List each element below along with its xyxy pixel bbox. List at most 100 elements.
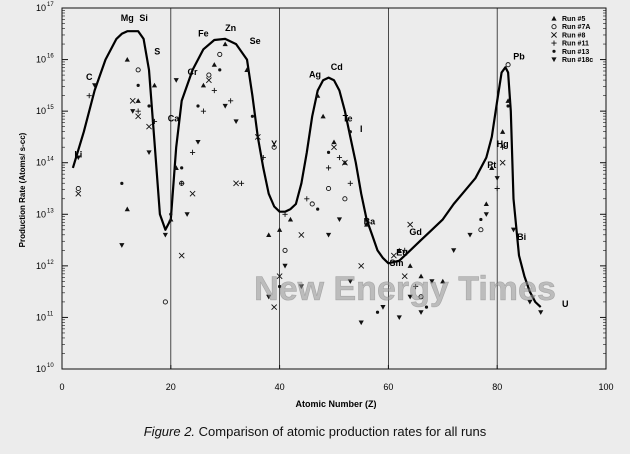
element-label: C [86,72,93,82]
data-point [336,217,343,223]
x-tick-label: 40 [275,382,285,392]
data-point [375,310,380,314]
data-point [499,159,506,166]
data-point [124,56,130,62]
element-label: Hg [497,139,509,149]
data-point [282,247,288,253]
data-point [196,104,200,108]
y-tick-exponent: 13 [47,208,54,214]
data-point [358,262,365,269]
data-point [178,252,185,259]
data-point [278,284,282,289]
y-tick-label: 10 [36,158,46,168]
y-tick-label: 10 [36,3,46,13]
element-label: U [562,299,569,309]
data-point [348,130,352,134]
data-point [266,232,272,237]
element-label: Bi [517,232,526,242]
data-point [218,68,222,72]
data-point [276,273,283,280]
data-point [309,201,315,207]
data-point [211,87,217,94]
data-point [510,227,517,233]
data-point [228,98,234,104]
data-point [331,144,337,151]
data-point [75,155,81,161]
data-point [282,263,288,269]
element-label: Cd [331,62,343,72]
legend-marker [552,49,556,53]
x-tick-label: 60 [383,382,393,392]
y-tick-exponent: 16 [47,54,54,60]
data-point [467,232,473,238]
points-layer [75,41,544,326]
element-label: Sm [390,258,404,268]
data-point [135,98,141,103]
figure-caption: Figure 2. Comparison of atomic productio… [0,424,630,439]
data-point [336,154,343,161]
data-point [342,196,348,202]
data-point [347,279,353,284]
element-label: Pt [487,160,496,170]
data-point [304,196,310,202]
data-point [222,41,228,47]
data-point [418,273,424,279]
data-point [429,279,435,284]
legend-label: Run #7A [562,24,590,31]
data-point [119,243,125,248]
element-label: Ca [168,113,180,123]
element-label: Mg [121,13,134,23]
data-point [254,134,261,140]
data-point [494,185,500,192]
data-point [151,118,158,125]
data-point [233,180,239,187]
data-point [124,206,130,212]
element-label: Eu [396,248,408,258]
data-point [129,97,136,104]
data-point [424,305,429,309]
data-point [331,139,337,145]
data-point [147,104,151,108]
element-label: Se [250,36,261,46]
data-point [130,109,136,114]
y-tick-exponent: 12 [47,260,54,266]
data-point [418,310,424,315]
data-point [483,201,489,207]
data-point [86,93,92,99]
data-point [266,294,272,300]
data-point [402,247,408,253]
data-point [325,232,332,238]
legend-marker [551,15,557,21]
y-tick-exponent: 15 [47,105,54,111]
data-point [320,113,326,119]
x-tick-label: 100 [598,382,613,392]
y-tick-exponent: 10 [47,363,54,369]
data-point [271,144,277,150]
element-label: I [360,124,363,134]
legend-marker [551,31,557,38]
data-point [358,320,364,326]
data-point [500,144,506,150]
legend-marker [551,57,557,63]
data-point [250,114,254,118]
legend-marker [551,40,557,46]
data-point [479,217,483,222]
data-point [451,248,457,253]
legend-label: Run #18c [562,57,593,64]
data-point [277,227,283,232]
data-point [298,284,304,290]
data-point [494,176,500,181]
data-point [211,62,217,67]
x-tick-label: 20 [166,382,176,392]
data-point [151,82,158,88]
data-point [168,216,174,222]
data-point [271,304,278,311]
data-point [413,283,419,290]
data-point [500,129,506,134]
data-point [506,104,510,108]
legend-marker [551,24,557,30]
